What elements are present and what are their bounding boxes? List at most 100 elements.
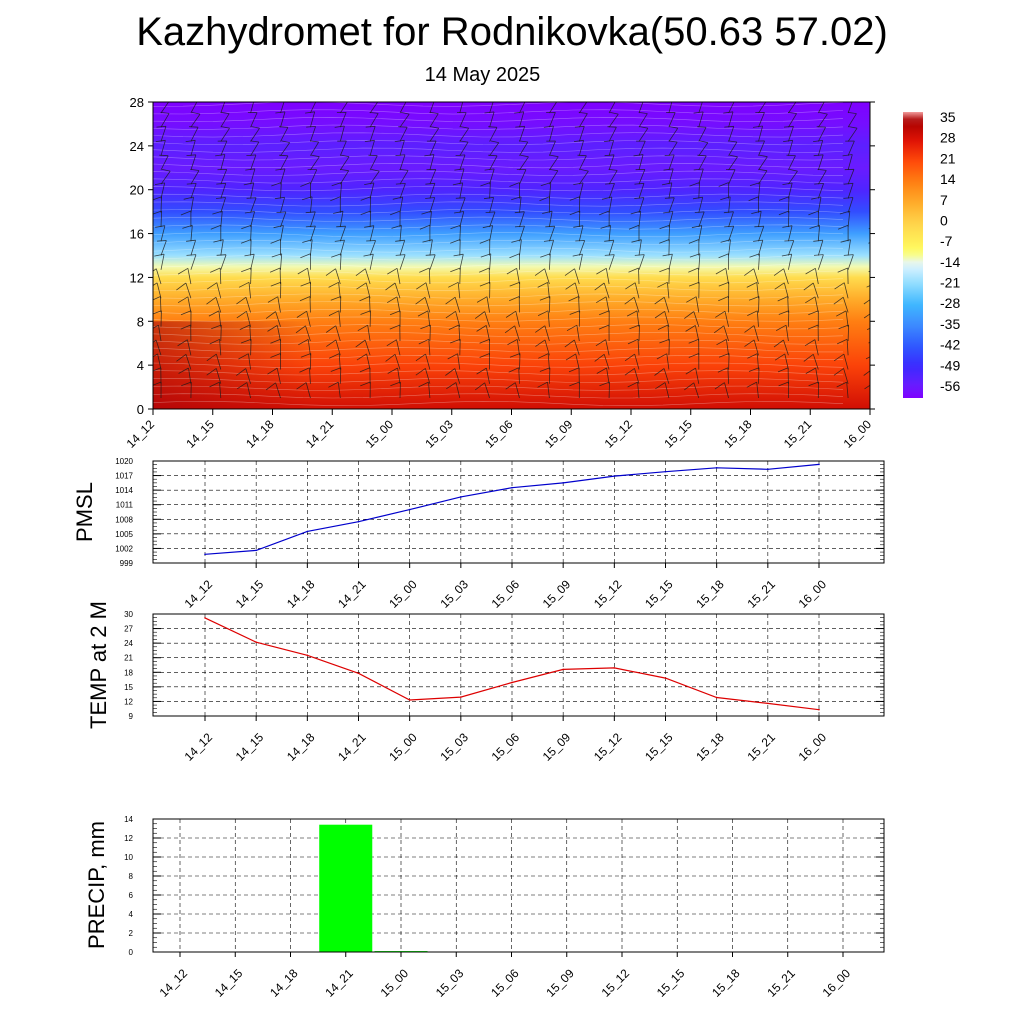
x-tick-label: 15_15 (654, 966, 688, 1000)
y-axis-label: TEMP at 2 M (86, 601, 111, 729)
pmsl-panel: 999 1002 1005 1008 1011 1014 1017 1020 14_12 14_1… (72, 457, 885, 611)
wind-barb (546, 112, 556, 128)
data-point (460, 696, 462, 698)
wind-barb (300, 281, 311, 299)
wind-barb (507, 339, 520, 356)
wind-barb (662, 253, 673, 270)
wind-barb (628, 224, 640, 242)
x-tick-label: 15_21 (744, 730, 778, 764)
data-point (255, 549, 257, 552)
colorbar-label: -14 (940, 254, 960, 270)
wind-barb (275, 168, 286, 185)
wind-barb (845, 140, 855, 156)
wind-barb (334, 239, 345, 256)
colorbar-label: 21 (940, 150, 956, 166)
wind-barb (206, 353, 222, 370)
wind-barb (874, 155, 883, 170)
wind-barb (817, 112, 828, 128)
wind-barb (307, 169, 318, 185)
wind-barb (636, 140, 646, 156)
wind-barb (654, 368, 670, 384)
wind-barb (386, 339, 401, 356)
data-point (204, 553, 206, 556)
wind-barb (668, 126, 679, 142)
wind-barb (601, 196, 613, 213)
wind-barb (360, 210, 372, 228)
data-point (767, 468, 769, 471)
wind-barb (153, 268, 162, 285)
wind-barb (399, 169, 409, 185)
wind-barb (364, 225, 375, 242)
wind-barb (180, 210, 192, 227)
wind-barb (369, 112, 379, 128)
wind-barb (657, 281, 670, 299)
contour-line (153, 400, 844, 407)
wind-barb (718, 253, 729, 270)
contour-line (153, 324, 844, 330)
x-tick-label: 16_00 (796, 730, 830, 764)
wind-barb (542, 210, 553, 228)
wind-barb (878, 141, 887, 156)
wind-barb (774, 282, 789, 299)
wind-barb (847, 112, 857, 128)
wind-barb (424, 154, 435, 171)
wind-barb (177, 296, 192, 313)
wind-barb (276, 211, 287, 228)
contour-line (153, 393, 844, 399)
wind-barb (484, 168, 495, 185)
wind-barb (594, 282, 610, 299)
y-tick-label: 15 (124, 683, 133, 692)
wind-barb (330, 296, 342, 313)
wind-barb (843, 254, 854, 270)
wind-barb (784, 240, 795, 256)
wind-barb (447, 353, 461, 370)
wind-barb (206, 282, 222, 299)
y-tick-label: 18 (124, 668, 133, 677)
x-tick-label: 15_18 (709, 966, 743, 1000)
x-tick-label: 14_12 (124, 417, 158, 451)
wind-barb (788, 169, 798, 185)
wind-barb (725, 169, 736, 185)
wind-barb (206, 368, 222, 384)
data-point (408, 508, 411, 511)
wind-barb (296, 382, 311, 399)
wind-barb (212, 210, 223, 228)
contour-line (153, 262, 844, 268)
y-tick-label: 24 (124, 639, 133, 648)
wind-barb (329, 353, 341, 370)
wind-barb (450, 224, 461, 242)
wind-barb (310, 102, 317, 114)
wind-barb (250, 126, 260, 142)
wind-barb (271, 253, 283, 270)
wind-barb (425, 254, 436, 270)
data-point (357, 672, 360, 675)
wind-barb (337, 140, 347, 156)
wind-barb (446, 382, 461, 399)
wind-barb (728, 140, 738, 156)
wind-barb (160, 112, 170, 128)
wind-barb (777, 296, 789, 313)
wind-barb (627, 338, 640, 356)
wind-barb (837, 338, 849, 356)
wind-barb (624, 368, 640, 384)
wind-barb (565, 353, 580, 370)
wind-barb (773, 268, 789, 285)
wind-barb (210, 224, 222, 242)
wind-barb (459, 140, 469, 156)
contour-line (153, 163, 844, 169)
wind-barb (566, 324, 580, 342)
wind-barb (774, 353, 789, 370)
wind-barb (189, 126, 199, 142)
wind-barb (154, 253, 165, 270)
wind-barb (693, 111, 704, 128)
wind-barb (359, 296, 371, 313)
y-tick-label: 21 (124, 654, 133, 663)
wind-barb (448, 281, 461, 299)
y-tick-label: 9 (129, 712, 134, 721)
wind-barb (422, 239, 433, 256)
precip-panel: 0 2 4 6 8 10 12 14 14_12 14_15 14_18 14_21 15_00 15_0… (84, 815, 885, 1000)
wind-barb (654, 310, 670, 327)
wind-barb (153, 324, 162, 342)
wind-barb (240, 239, 252, 256)
wind-barb (211, 324, 222, 342)
